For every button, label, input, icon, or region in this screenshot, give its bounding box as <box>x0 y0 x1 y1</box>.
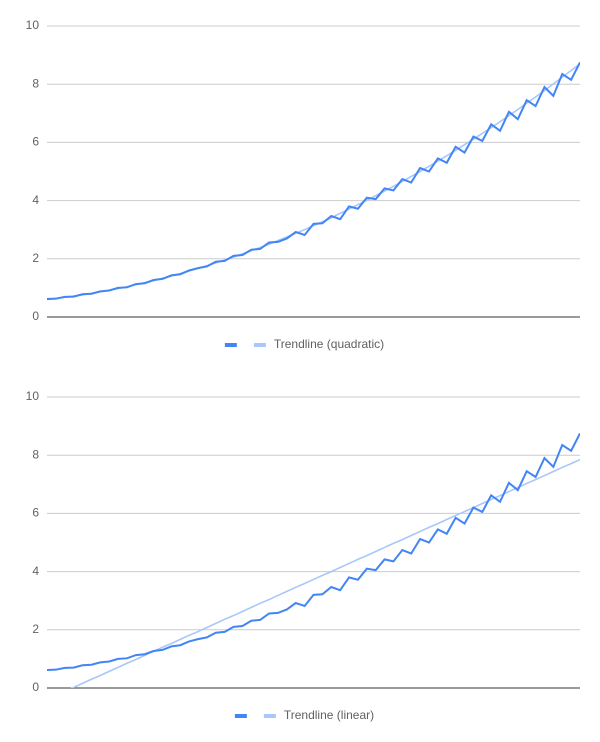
chart: 0 2 4 6 8 10 Trendline (linear) <box>26 389 580 722</box>
y-tick-label: 10 <box>26 18 40 32</box>
y-tick-label: 10 <box>26 389 40 403</box>
line-series <box>47 432 580 671</box>
y-tick-label: 2 <box>32 251 39 265</box>
legend-label: Trendline (quadratic) <box>274 337 384 351</box>
y-tick-label: 0 <box>32 309 39 323</box>
y-tick-label: 4 <box>32 564 39 578</box>
y-tick-label: 6 <box>32 506 39 520</box>
y-tick-label: 8 <box>32 447 39 461</box>
legend: Trendline (linear) <box>234 708 374 722</box>
y-tick-label: 4 <box>32 193 39 207</box>
chart: 0 2 4 6 8 10 Trendline (quadratic) <box>26 18 580 351</box>
y-tick-label: 6 <box>32 135 39 149</box>
y-tick-label: 0 <box>32 680 39 694</box>
y-tick-label: 2 <box>32 622 39 636</box>
legend-label: Trendline (linear) <box>284 708 374 722</box>
y-tick-label: 8 <box>32 76 39 90</box>
line-series <box>47 61 580 300</box>
line-series <box>70 458 580 688</box>
line-series <box>47 63 580 301</box>
legend: Trendline (quadratic) <box>224 337 384 351</box>
